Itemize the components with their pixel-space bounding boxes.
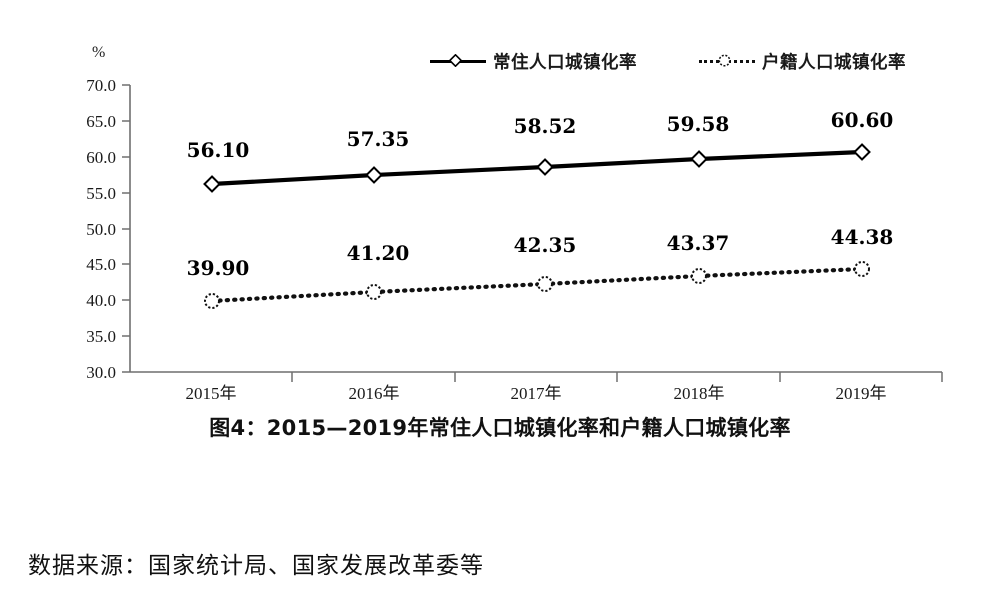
series-datalabels-resident-urbanization: 56.10 57.35 58.52 59.58 60.60 [187, 108, 894, 162]
x-axis-tick-labels: 2015年 2016年 2017年 2018年 2019年 [186, 384, 887, 400]
x-axis-ticks [291, 372, 943, 382]
source-note: 数据来源：国家统计局、国家发展改革委等 [28, 553, 484, 579]
legend-label-hukou-urbanization: 户籍人口城镇化率 [762, 52, 906, 73]
y-axis-tick-labels: 70.0 65.0 60.0 55.0 50.0 45.0 40.0 35.0 … [86, 76, 116, 382]
data-label: 59.58 [667, 112, 730, 136]
legend-label-resident-urbanization: 常住人口城镇化率 [493, 52, 637, 73]
legend-item-resident-urbanization: 常住人口城镇化率 [430, 49, 637, 74]
data-label: 58.52 [514, 114, 577, 138]
figure-caption: 图4：2015—2019年常住人口城镇化率和户籍人口城镇化率 [209, 416, 791, 440]
y-tick-label: 60.0 [86, 148, 116, 167]
series-datalabels-hukou-urbanization: 39.90 41.20 42.35 43.37 44.38 [187, 225, 894, 280]
legend-key-dotted-circle-icon [699, 52, 755, 70]
y-tick-label: 70.0 [86, 76, 116, 95]
plot-area: % [86, 44, 943, 400]
y-tick-label: 50.0 [86, 220, 116, 239]
x-tick-label: 2018年 [674, 384, 725, 400]
legend-item-hukou-urbanization: 户籍人口城镇化率 [699, 49, 906, 74]
x-tick-label: 2019年 [836, 384, 887, 400]
data-label: 43.37 [667, 231, 730, 255]
data-label: 42.35 [514, 233, 577, 257]
legend-key-solid-diamond-icon [430, 52, 486, 70]
series-markers-resident-urbanization [203, 143, 871, 193]
y-tick-label: 65.0 [86, 112, 116, 131]
y-tick-label: 30.0 [86, 363, 116, 382]
y-tick-label: 45.0 [86, 255, 116, 274]
data-label: 39.90 [187, 256, 250, 280]
x-tick-label: 2017年 [511, 384, 562, 400]
y-axis-unit-label: % [92, 44, 106, 61]
data-label: 41.20 [347, 241, 410, 265]
figure-chart: 常住人口城镇化率 户籍人口城镇化率 % [86, 44, 943, 440]
chart-legend: 常住人口城镇化率 户籍人口城镇化率 [430, 46, 930, 76]
y-tick-label: 55.0 [86, 184, 116, 203]
x-tick-label: 2015年 [186, 384, 237, 400]
x-tick-label: 2016年 [349, 384, 400, 400]
y-axis-ticks [122, 84, 130, 373]
data-label: 60.60 [831, 108, 894, 132]
y-tick-label: 40.0 [86, 291, 116, 310]
data-label: 56.10 [187, 138, 250, 162]
series-markers-hukou-urbanization [204, 261, 870, 309]
data-label: 57.35 [347, 127, 410, 151]
data-label: 44.38 [831, 225, 894, 249]
chart-svg: 70.0 65.0 60.0 55.0 50.0 45.0 40.0 35.0 … [86, 76, 943, 400]
series-line-hukou-urbanization [209, 266, 865, 304]
y-tick-label: 35.0 [86, 327, 116, 346]
series-line-resident-urbanization [209, 149, 865, 187]
